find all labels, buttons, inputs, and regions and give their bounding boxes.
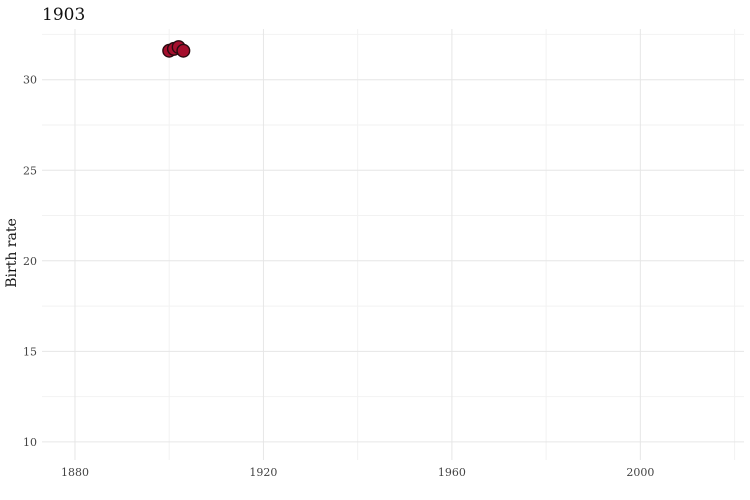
y-tick-label: 25	[23, 164, 37, 177]
x-tick-label: 1920	[249, 466, 277, 479]
data-point	[176, 43, 191, 58]
grid	[42, 29, 744, 460]
y-axis-label: Birth rate	[4, 218, 20, 288]
x-axis-ticks: 1880 1920 1960 2000	[61, 466, 654, 479]
y-tick-label: 10	[23, 436, 37, 449]
x-tick-label: 1960	[438, 466, 466, 479]
x-tick-label: 1880	[61, 466, 89, 479]
y-tick-label: 15	[23, 345, 37, 358]
x-tick-label: 2000	[626, 466, 654, 479]
y-tick-label: 30	[23, 74, 37, 87]
y-tick-label: 20	[23, 255, 37, 268]
chart-title: 1903	[42, 5, 85, 25]
y-axis-ticks: 10 15 20 25 30	[23, 74, 37, 449]
data-points	[162, 40, 191, 58]
